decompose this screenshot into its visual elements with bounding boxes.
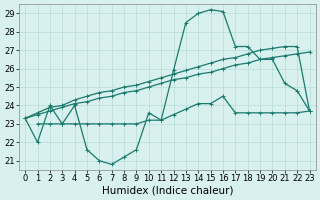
X-axis label: Humidex (Indice chaleur): Humidex (Indice chaleur) xyxy=(101,186,233,196)
